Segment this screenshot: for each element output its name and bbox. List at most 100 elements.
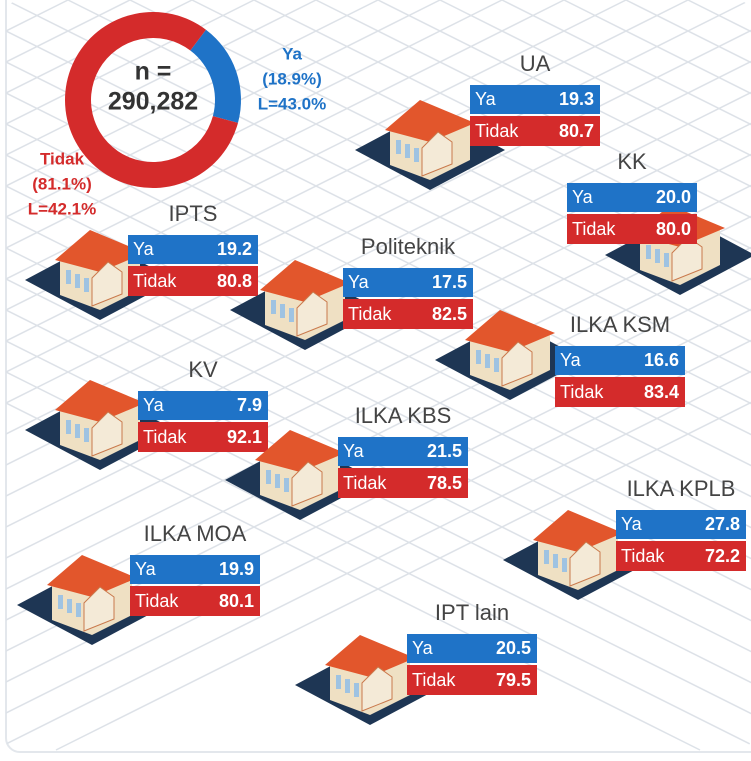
ya-value: 17.5 [432, 272, 467, 292]
ya-box [343, 268, 473, 297]
ya-value: 16.6 [644, 350, 679, 370]
tidak-box [130, 586, 260, 616]
window [66, 270, 71, 284]
building-porch [83, 586, 115, 632]
window [354, 683, 359, 697]
building-porch [296, 291, 328, 337]
building [503, 510, 653, 600]
ya-label: Ya [621, 514, 643, 534]
tidak-label: Tidak [135, 591, 179, 611]
ya-label: Ya [572, 187, 594, 207]
institution-name: ILKA KBS [355, 403, 452, 428]
tidak-value: 80.1 [219, 591, 254, 611]
institution-name: ILKA KPLB [627, 476, 736, 501]
building [230, 260, 380, 350]
window [336, 675, 341, 689]
ya-value: 20.0 [656, 187, 691, 207]
ya-value: 19.9 [219, 559, 254, 579]
ya-value: 7.9 [237, 395, 262, 415]
tidak-value: 72.2 [705, 546, 740, 566]
ya-label: Ya [143, 395, 165, 415]
tidak-box [128, 266, 258, 296]
tidak-value: 80.0 [656, 219, 691, 239]
grid-line [377, 0, 751, 751]
tidak-value: 92.1 [227, 427, 262, 447]
tidak-box [470, 116, 600, 146]
window [266, 470, 271, 484]
center-label: n = [135, 58, 172, 86]
institution-name: ILKA KSM [570, 312, 670, 337]
ya-label: Ya [343, 441, 365, 461]
grid-line [6, 0, 627, 751]
building-roof [260, 260, 350, 302]
ya-value: 21.5 [427, 441, 462, 461]
ya-label: Ya [135, 559, 157, 579]
legend-label: Ya [282, 44, 302, 63]
annotation: L=43.0% [258, 94, 327, 113]
grid-line [6, 0, 701, 751]
window [67, 599, 72, 613]
window [284, 478, 289, 492]
ya-value: 27.8 [705, 514, 740, 534]
institution-name: IPTS [169, 201, 218, 226]
building-porch [501, 341, 533, 387]
institution-name: KK [617, 149, 647, 174]
ya-box [407, 634, 537, 663]
building [17, 555, 167, 645]
window [655, 249, 660, 263]
building-roof [55, 380, 145, 422]
donut-segment [190, 29, 241, 123]
ya-label: Ya [412, 638, 434, 658]
window [84, 428, 89, 442]
grid-line [6, 0, 565, 751]
tidak-value: 83.4 [644, 382, 679, 402]
donut-segment [65, 11, 238, 189]
window [345, 679, 350, 693]
building [25, 380, 175, 470]
building [225, 430, 375, 520]
content: n =290,282 Ya (18.9%) L=43.0% Tidak (81.1%) L=… [17, 11, 751, 725]
ya-value: 19.3 [559, 89, 594, 109]
ya-label: Ya [560, 350, 582, 370]
building [435, 310, 585, 400]
grid-line [6, 0, 379, 751]
building-roof [385, 100, 475, 142]
building [355, 100, 505, 190]
institution-name: UA [520, 51, 551, 76]
window [646, 245, 651, 259]
institution-name: IPT lain [435, 600, 509, 625]
ya-label: Ya [133, 239, 155, 259]
window [414, 148, 419, 162]
building-roof [255, 430, 345, 472]
tidak-label: Tidak [560, 382, 604, 402]
grid-line [67, 0, 751, 751]
value-label: (81.1%) [32, 174, 92, 193]
window [396, 140, 401, 154]
window [271, 300, 276, 314]
ya-value: 19.2 [217, 239, 252, 259]
building-porch [361, 666, 393, 712]
building-porch [421, 131, 453, 177]
ya-box [470, 85, 600, 114]
grid-line [6, 0, 317, 751]
institution-name: KV [188, 357, 218, 382]
ya-value: 20.5 [496, 638, 531, 658]
grid-line [129, 0, 751, 751]
ya-box [128, 235, 258, 264]
grid-line [439, 0, 751, 751]
ya-box [130, 555, 260, 584]
grid-line [6, 0, 441, 751]
window [76, 603, 81, 617]
building [295, 635, 445, 725]
window [544, 550, 549, 564]
legend-label: Tidak [40, 149, 85, 168]
window [553, 554, 558, 568]
window [75, 274, 80, 288]
